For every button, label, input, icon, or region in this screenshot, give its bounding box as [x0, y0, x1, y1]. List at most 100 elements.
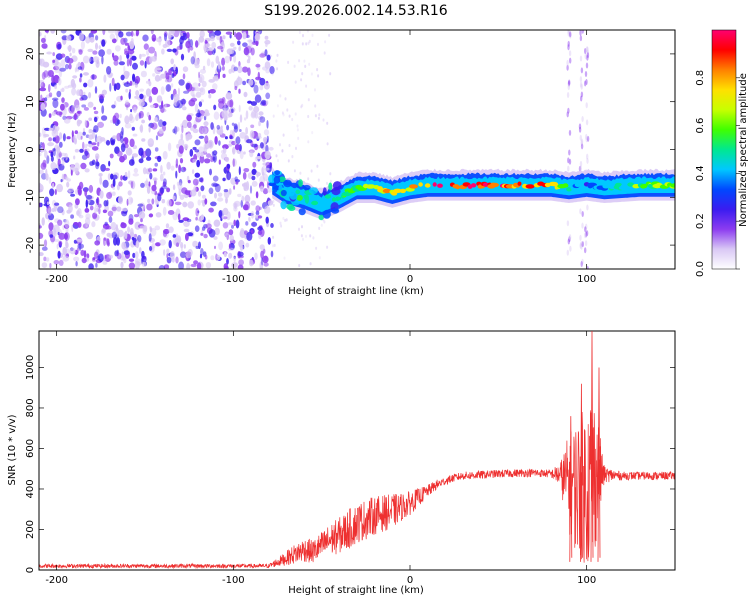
noise-speckle: [223, 103, 227, 112]
noise-speckle: [243, 151, 246, 155]
noise-speckle: [162, 121, 167, 126]
noise-speckle: [84, 119, 87, 128]
noise-speckle: [49, 234, 54, 238]
noise-speckle: [112, 55, 119, 62]
noise-speckle: [44, 127, 51, 131]
streak-speckle: [586, 49, 589, 56]
noise-speckle: [61, 158, 65, 166]
noise-speckle: [264, 150, 271, 160]
noise-speckle: [190, 126, 194, 131]
streak-speckle: [579, 81, 583, 88]
noise-speckle: [106, 238, 110, 246]
noise-speckle: [236, 77, 243, 86]
noise-speckle: [136, 261, 142, 266]
streak-speckle: [581, 30, 584, 34]
noise-speckle: [58, 151, 62, 158]
noise-speckle: [111, 191, 116, 196]
noise-speckle: [200, 151, 204, 157]
noise-speckle: [255, 39, 259, 47]
noise-speckle: [258, 111, 264, 116]
noise-speckle: [68, 44, 72, 53]
noise-speckle: [254, 33, 261, 42]
noise-speckle: [259, 84, 264, 91]
noise-speckle: [315, 246, 318, 250]
noise-speckle: [221, 65, 225, 71]
streak-speckle: [586, 153, 589, 160]
noise-speckle: [275, 154, 278, 158]
streak-speckle: [580, 95, 583, 102]
noise-speckle: [107, 173, 111, 181]
noise-speckle: [51, 111, 56, 117]
ridge-core: [331, 187, 341, 196]
noise-speckle: [229, 136, 234, 140]
noise-speckle: [250, 101, 257, 106]
noise-speckle: [190, 97, 198, 102]
noise-speckle: [109, 82, 112, 92]
noise-speckle: [192, 128, 199, 134]
streak-speckle: [581, 222, 584, 229]
noise-speckle: [205, 113, 208, 117]
noise-speckle: [242, 42, 248, 47]
noise-speckle: [130, 181, 134, 189]
noise-speckle: [94, 206, 97, 214]
noise-speckle: [301, 72, 304, 76]
streak-speckle: [568, 234, 572, 241]
noise-speckle: [231, 122, 235, 126]
noise-speckle: [300, 234, 303, 238]
noise-speckle: [101, 115, 108, 121]
noise-speckle: [45, 30, 49, 34]
noise-speckle: [197, 191, 202, 197]
noise-speckle: [281, 111, 284, 115]
noise-speckle: [245, 110, 249, 119]
noise-speckle: [133, 167, 139, 174]
noise-speckle: [74, 130, 79, 135]
noise-speckle: [49, 263, 52, 269]
noise-speckle: [41, 71, 46, 80]
noise-speckle: [229, 34, 232, 39]
streak-speckle: [585, 133, 588, 140]
noise-speckle: [128, 116, 135, 124]
noise-speckle: [91, 74, 95, 80]
noise-speckle: [195, 216, 198, 221]
spectrogram-x-label: Height of straight line (km): [288, 286, 424, 297]
noise-speckle: [170, 165, 175, 171]
noise-speckle: [94, 240, 101, 246]
noise-speckle: [118, 61, 125, 66]
noise-speckle: [258, 121, 261, 127]
noise-speckle: [125, 147, 133, 156]
noise-speckle: [258, 115, 263, 120]
noise-speckle: [198, 71, 201, 79]
noise-speckle: [243, 91, 248, 98]
noise-speckle: [151, 55, 157, 62]
noise-speckle: [58, 141, 63, 148]
ridge-core: [324, 194, 332, 199]
noise-speckle: [160, 73, 167, 79]
noise-speckle: [107, 30, 115, 34]
noise-speckle: [74, 162, 80, 172]
noise-speckle: [266, 120, 269, 129]
noise-speckle: [53, 239, 60, 242]
noise-speckle: [124, 115, 130, 125]
noise-speckle: [265, 100, 269, 105]
noise-speckle: [224, 55, 230, 64]
noise-speckle: [167, 142, 172, 152]
streak-speckle: [581, 241, 584, 248]
noise-speckle: [228, 188, 232, 195]
noise-speckle: [157, 193, 162, 202]
noise-speckle: [185, 82, 190, 90]
noise-speckle: [304, 64, 307, 68]
noise-speckle: [98, 207, 101, 215]
noise-speckle: [267, 200, 274, 206]
x-tick-label: 100: [577, 575, 596, 586]
snr-series-line: [39, 410, 675, 570]
noise-speckle: [62, 133, 66, 142]
noise-speckle: [318, 226, 321, 230]
streak-speckle: [580, 243, 583, 250]
noise-speckle: [314, 114, 317, 118]
noise-speckle: [106, 48, 112, 55]
ridge-core: [272, 184, 278, 193]
noise-speckle: [145, 80, 151, 84]
noise-speckle: [96, 207, 99, 212]
noise-speckle: [213, 111, 220, 120]
noise-speckle: [222, 216, 228, 220]
